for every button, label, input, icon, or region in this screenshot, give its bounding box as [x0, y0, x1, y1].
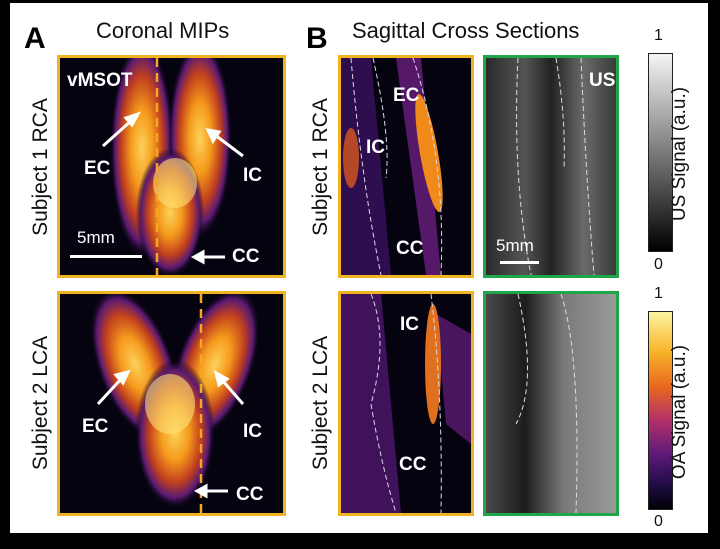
scale-bar-label: 5mm — [496, 236, 534, 255]
ec-label: EC — [82, 416, 109, 437]
cc-label: CC — [396, 238, 424, 259]
oa-image-icon — [341, 294, 471, 513]
sagittal-oa-subject2: IC CC — [338, 291, 474, 516]
us-colorbar-label: US Signal (a.u.) — [669, 86, 690, 222]
us-colorbar-max: 1 — [654, 27, 663, 44]
oa-colorbar-label: OA Signal (a.u.) — [669, 344, 690, 480]
us-image-icon — [486, 58, 616, 275]
oa-colorbar-max: 1 — [654, 285, 663, 302]
us-label: US — [589, 70, 616, 91]
cc-label: CC — [399, 454, 427, 475]
cc-label: CC — [236, 484, 264, 505]
coronal-mip-subject1: vMSOT EC IC CC 5mm — [57, 55, 286, 278]
scale-bar-label: 5mm — [77, 228, 115, 247]
row-label-subject2: Subject 2 LCA — [29, 335, 52, 471]
oa-image-icon — [60, 294, 283, 513]
row-label-subject1: Subject 1 RCA — [29, 98, 52, 236]
ic-label: IC — [243, 421, 262, 442]
panel-a-letter: A — [24, 22, 46, 55]
ec-label: EC — [393, 85, 420, 106]
row-label-subject1-b: Subject 1 RCA — [309, 98, 332, 236]
panel-a-title: Coronal MIPs — [96, 18, 230, 43]
cc-label: CC — [232, 246, 260, 267]
ic-label: IC — [366, 137, 385, 158]
us-colorbar — [648, 53, 673, 252]
ic-label: IC — [400, 314, 419, 335]
oa-colorbar — [648, 311, 673, 510]
sagittal-us-subject2 — [483, 291, 619, 516]
oa-colorbar-min: 0 — [654, 513, 663, 530]
scale-bar — [500, 261, 539, 264]
ic-label: IC — [243, 165, 262, 186]
panel-b-title: Sagittal Cross Sections — [352, 18, 580, 43]
us-colorbar-min: 0 — [654, 256, 663, 273]
sagittal-us-subject1: US 5mm — [483, 55, 619, 278]
row-label-subject2-b: Subject 2 LCA — [309, 335, 332, 471]
ec-label: EC — [84, 158, 111, 179]
arrow-icon — [96, 369, 245, 499]
scale-bar — [70, 255, 142, 258]
panel-b-letter: B — [306, 22, 328, 55]
us-image-icon — [486, 294, 616, 513]
vmsot-label: vMSOT — [67, 70, 133, 91]
arrow-icon — [101, 111, 244, 265]
oa-image-icon — [341, 58, 471, 275]
oa-image-icon — [60, 58, 283, 275]
coronal-mip-subject2: EC IC CC — [57, 291, 286, 516]
sagittal-oa-subject1: EC IC CC — [338, 55, 474, 278]
